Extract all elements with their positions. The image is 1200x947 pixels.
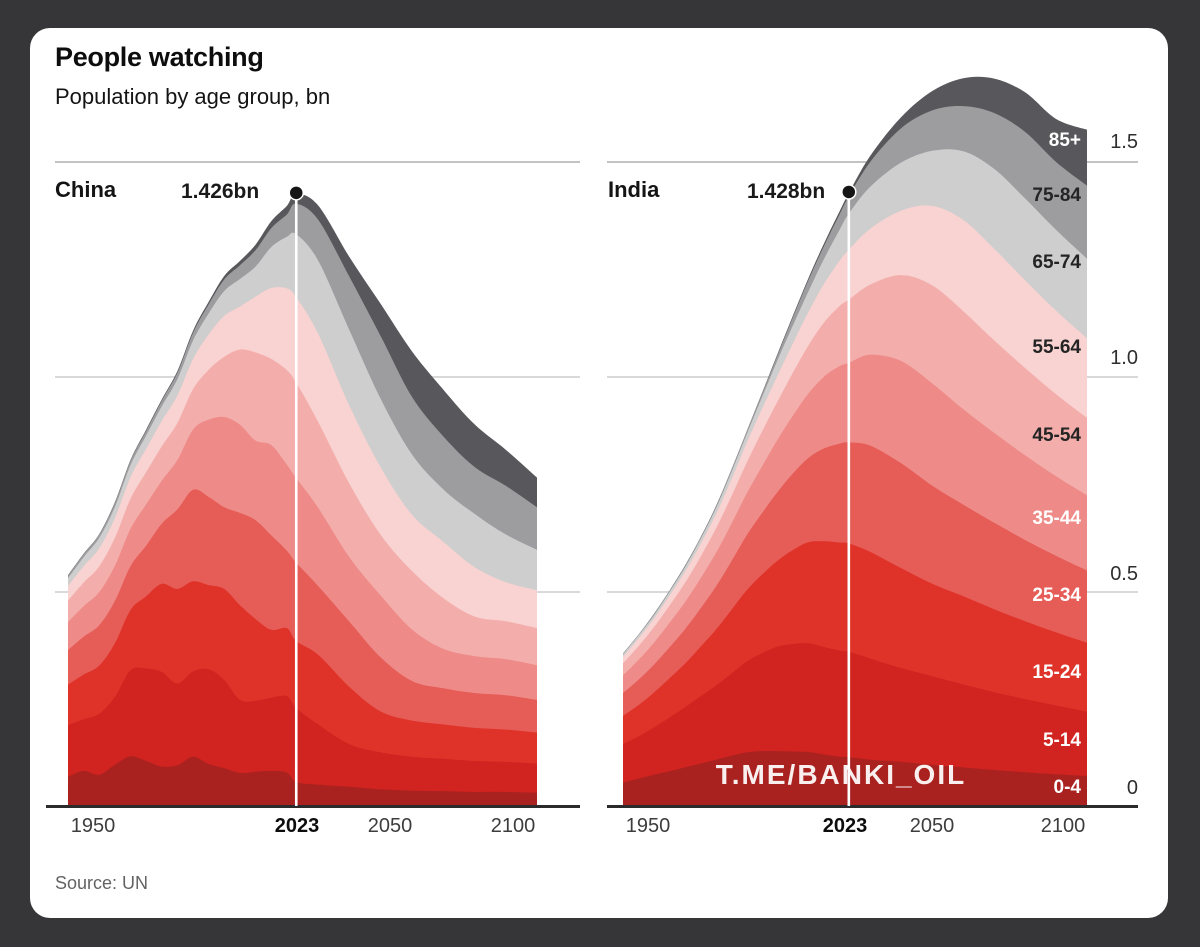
page-background: { "frame": {"background_color": "#363638… bbox=[30, 28, 1168, 918]
population-charts-canvas bbox=[46, 76, 1138, 808]
